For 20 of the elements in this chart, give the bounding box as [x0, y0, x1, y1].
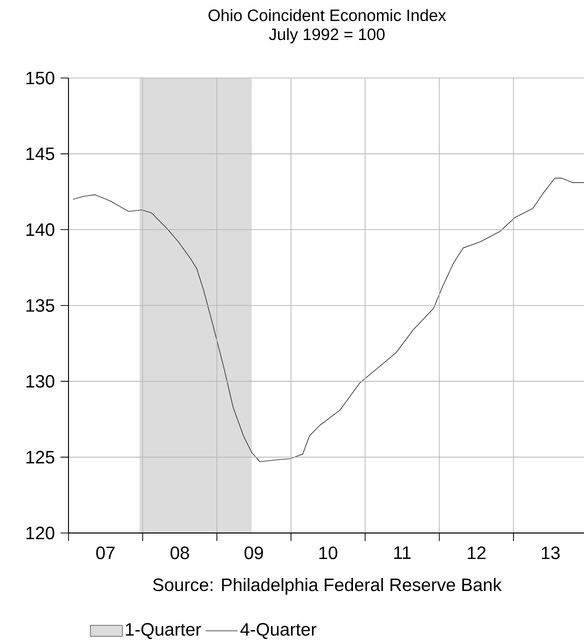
line-series — [72, 178, 584, 462]
x-tick-label: 07 — [96, 546, 115, 560]
x-tick-label: 10 — [319, 546, 338, 560]
y-tick-label: 135 — [26, 299, 54, 312]
x-tick-label: 11 — [394, 546, 411, 559]
x-tick-label: 08 — [170, 546, 190, 560]
y-tick-label: 140 — [26, 223, 54, 236]
y-tick-label: 145 — [26, 148, 54, 160]
x-tick-label: 09 — [244, 546, 263, 560]
chart-title: Ohio Coincident Economic Index — [208, 9, 446, 22]
chart-subtitle: July 1992 = 100 — [268, 28, 385, 44]
legend-label: 4-Quarter — [240, 623, 316, 639]
legend-label: 1-Quarter — [126, 623, 202, 639]
source-note: Source: Philadelphia Federal Reserve Bank — [153, 578, 502, 595]
x-tick-label: 12 — [468, 546, 486, 560]
y-tick-label: 150 — [26, 72, 54, 84]
y-tick-label: 120 — [26, 526, 54, 540]
y-tick-label: 125 — [26, 450, 54, 464]
y-tick-label: 130 — [26, 374, 54, 388]
x-tick-label: 13 — [542, 546, 560, 560]
